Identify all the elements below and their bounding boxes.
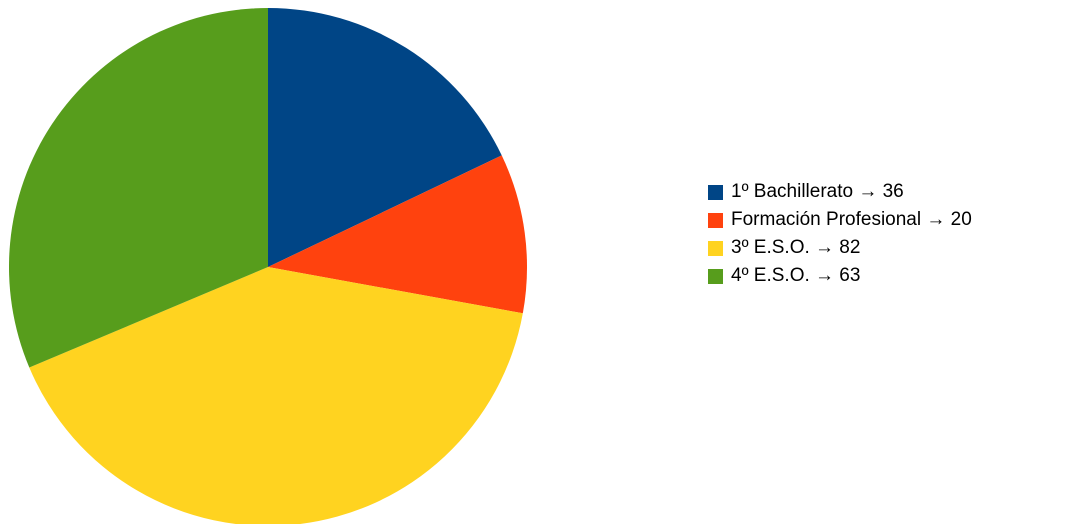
pie-slice-1-bachillerato — [268, 8, 502, 267]
pie-slice-4-e-s-o — [8, 8, 269, 368]
legend-label-1-bachillerato: 1º Bachillerato → 36 — [731, 181, 904, 202]
legend-item-4-eso: 4º E.S.O. → 63 — [708, 262, 972, 290]
pie-slice-3-e-s-o — [29, 267, 523, 524]
legend-item-1-bachillerato: 1º Bachillerato → 36 — [708, 178, 972, 206]
legend-item-3-eso: 3º E.S.O. → 82 — [708, 234, 972, 262]
chart-legend: 1º Bachillerato → 36 Formación Profesion… — [708, 178, 972, 290]
pie-slice-formacion-profesional — [268, 155, 528, 314]
legend-swatch-1-bachillerato — [708, 184, 723, 200]
legend-label-3-eso: 3º E.S.O. → 82 — [731, 237, 861, 258]
legend-item-formacion-profesional: Formación Profesional → 20 — [708, 206, 972, 234]
legend-swatch-4-eso — [708, 268, 723, 284]
legend-label-4-eso: 4º E.S.O. → 63 — [731, 265, 861, 286]
pie-chart — [8, 8, 528, 524]
legend-swatch-formacion-profesional — [708, 212, 723, 228]
legend-label-formacion-profesional: Formación Profesional → 20 — [731, 209, 972, 230]
legend-swatch-3-eso — [708, 240, 723, 256]
